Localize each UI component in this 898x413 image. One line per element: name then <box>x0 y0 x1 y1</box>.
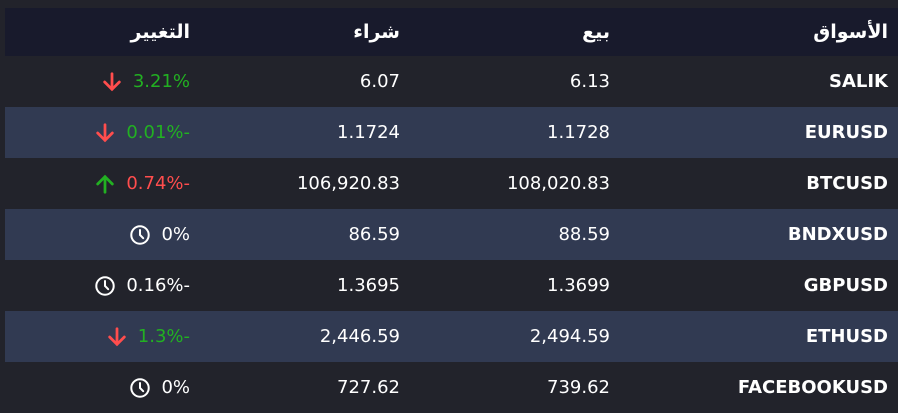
header-change[interactable]: التغيير <box>130 21 190 43</box>
arrow-down-icon <box>101 71 123 93</box>
arrow-down-icon <box>106 326 128 348</box>
change-percent: 0.74%- <box>126 173 190 194</box>
sell-price: 1.3699 <box>547 275 610 296</box>
markets-table: الأسواق بيع شراء التغيير SALIK 6.13 6.07… <box>5 8 898 413</box>
change-percent: 0% <box>161 377 190 398</box>
buy-price: 2,446.59 <box>319 326 400 347</box>
change-cell: 0% <box>129 362 190 413</box>
table-row[interactable]: FACEBOOKUSD 739.62 727.62 0% <box>5 362 898 413</box>
table-row[interactable]: BNDXUSD 88.59 86.59 0% <box>5 209 898 260</box>
market-name[interactable]: GBPUSD <box>803 275 888 296</box>
sell-price: 108,020.83 <box>506 173 610 194</box>
buy-price: 1.3695 <box>337 275 400 296</box>
change-percent: 0% <box>161 224 190 245</box>
change-cell: 0.16%- <box>94 260 190 311</box>
sell-price: 6.13 <box>569 71 610 92</box>
sell-price: 88.59 <box>558 224 610 245</box>
change-cell: 0.01%- <box>94 107 190 158</box>
buy-price: 6.07 <box>359 71 400 92</box>
change-percent: 1.3%- <box>137 326 190 347</box>
clock-icon <box>129 377 151 399</box>
clock-icon <box>94 275 116 297</box>
arrow-down-icon <box>94 122 116 144</box>
buy-price: 106,920.83 <box>296 173 400 194</box>
sell-price: 739.62 <box>547 377 610 398</box>
sell-price: 2,494.59 <box>529 326 610 347</box>
table-row[interactable]: ETHUSD 2,494.59 2,446.59 1.3%- <box>5 311 898 362</box>
clock-icon <box>129 224 151 246</box>
change-percent: 0.16%- <box>126 275 190 296</box>
table-row[interactable]: GBPUSD 1.3699 1.3695 0.16%- <box>5 260 898 311</box>
market-name[interactable]: SALIK <box>828 71 888 92</box>
change-cell: 3.21% <box>101 56 190 107</box>
header-market[interactable]: الأسواق <box>813 21 888 43</box>
buy-price: 86.59 <box>348 224 400 245</box>
change-cell: 0.74%- <box>94 158 190 209</box>
sell-price: 1.1728 <box>547 122 610 143</box>
change-percent: 0.01%- <box>126 122 190 143</box>
table-row[interactable]: EURUSD 1.1728 1.1724 0.01%- <box>5 107 898 158</box>
table-header: الأسواق بيع شراء التغيير <box>5 8 898 56</box>
market-name[interactable]: ETHUSD <box>805 326 888 347</box>
buy-price: 1.1724 <box>337 122 400 143</box>
market-name[interactable]: BTCUSD <box>806 173 888 194</box>
change-cell: 0% <box>129 209 190 260</box>
arrow-up-icon <box>94 173 116 195</box>
table-row[interactable]: SALIK 6.13 6.07 3.21% <box>5 56 898 107</box>
change-percent: 3.21% <box>132 71 190 92</box>
header-buy[interactable]: شراء <box>353 21 400 43</box>
table-row[interactable]: BTCUSD 108,020.83 106,920.83 0.74%- <box>5 158 898 209</box>
buy-price: 727.62 <box>337 377 400 398</box>
market-name[interactable]: EURUSD <box>804 122 888 143</box>
market-name[interactable]: BNDXUSD <box>787 224 888 245</box>
market-name[interactable]: FACEBOOKUSD <box>737 377 888 398</box>
header-sell[interactable]: بيع <box>582 21 610 43</box>
change-cell: 1.3%- <box>106 311 190 362</box>
